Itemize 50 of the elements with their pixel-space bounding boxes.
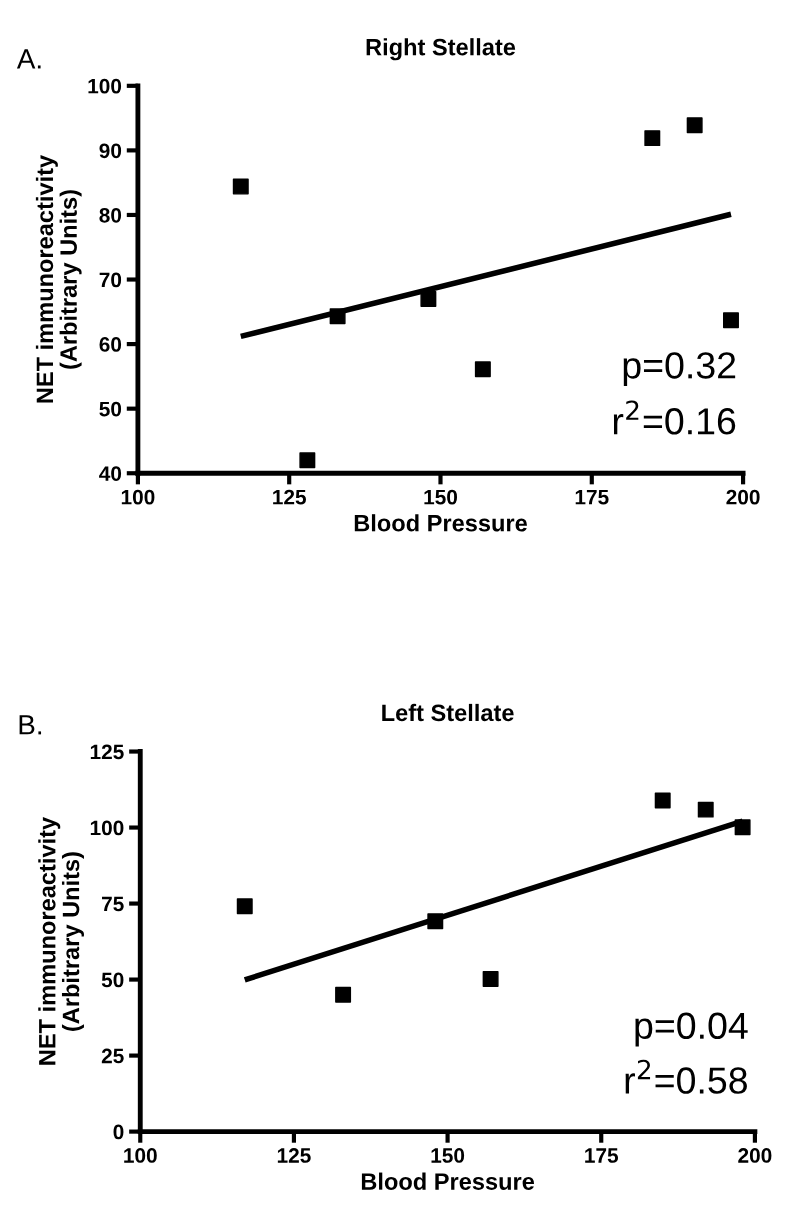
point [723, 312, 739, 329]
point [232, 178, 249, 195]
point [654, 792, 671, 809]
y-tick-label: 50 [99, 401, 122, 417]
point [329, 308, 346, 325]
x-tick-label: 150 [431, 1148, 465, 1163]
x-tick-label: 125 [273, 489, 306, 505]
point [734, 819, 751, 836]
x-axis-title: Blood Pressure [361, 1172, 535, 1190]
y-axis-title: NET immunoreactivity (Arbitrary Units) [38, 817, 84, 1065]
y-tick-label: 125 [90, 744, 124, 760]
y-tick-label: 50 [101, 972, 124, 988]
point [697, 801, 714, 818]
text: B. [19, 715, 42, 735]
annotation: r$^{2}$=0.58 [625, 1059, 747, 1094]
chart-title: Right Stellate [366, 38, 516, 61]
chart-title: Left Stellate [382, 703, 514, 722]
point [335, 986, 352, 1003]
x-tick-label: 100 [124, 1148, 157, 1163]
annotation: p=0.32 [623, 352, 736, 387]
point [686, 117, 703, 134]
x-tick-label: 125 [277, 1148, 311, 1163]
x-tick-label: 200 [726, 489, 760, 505]
point [299, 452, 316, 469]
point [420, 290, 437, 307]
point [644, 130, 661, 147]
x-tick-label: 150 [424, 489, 458, 505]
x-tick-label: 175 [575, 489, 609, 505]
y-tick-label: 90 [99, 143, 122, 159]
y-tick-label: 70 [99, 272, 122, 288]
x-tick-label: 100 [121, 489, 155, 505]
point [427, 913, 444, 930]
point [482, 970, 499, 987]
y-tick-label: 75 [102, 896, 124, 912]
y-tick-label: 60 [99, 337, 122, 352]
y-tick-label: 80 [99, 207, 122, 223]
point [474, 361, 491, 378]
y-axis-title: NET immunoreactivity (Arbitrary Units) [35, 155, 82, 403]
x-tick-label: 175 [585, 1148, 619, 1163]
y-tick-label: 100 [90, 820, 124, 836]
annotation: r$^{2}$=0.16 [613, 400, 736, 435]
x-axis-title: Blood Pressure [354, 514, 527, 532]
y-tick-label: 0 [113, 1124, 124, 1140]
x-tick-label: 200 [738, 1148, 772, 1163]
y-tick-label: 25 [101, 1048, 124, 1064]
annotation: p=0.04 [635, 1012, 748, 1047]
text: A. [16, 49, 41, 69]
y-tick-label: 40 [99, 466, 122, 481]
point [236, 898, 253, 915]
y-tick-label: 100 [88, 78, 122, 94]
